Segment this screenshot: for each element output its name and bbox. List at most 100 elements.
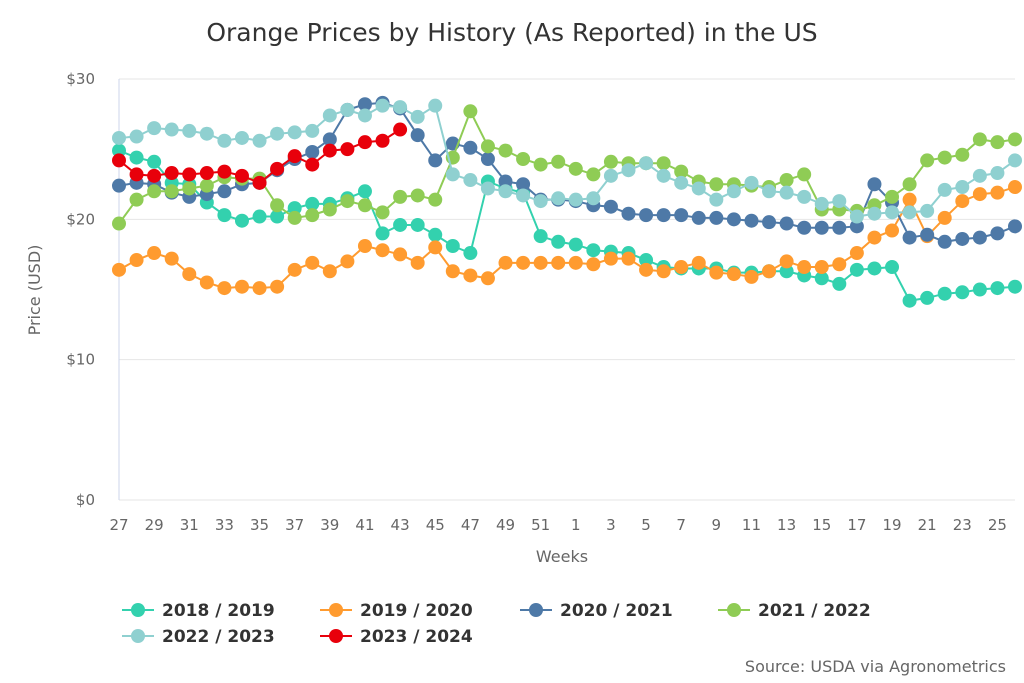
x-tick-label: 15 — [812, 516, 831, 534]
x-axis-ticks: 27 29 31 33 35 37 39 41 43 45 47 49 51 1 3 5 7 9 11 13 15 17 1… — [109, 516, 1007, 534]
source-note: Source: USDA via Agronometrics — [745, 657, 1006, 676]
series-20192020 — [112, 180, 1022, 296]
data-point — [340, 142, 355, 157]
series-20222023 — [112, 98, 1022, 224]
data-point — [551, 191, 566, 206]
data-point — [762, 215, 777, 230]
data-point — [990, 135, 1005, 150]
data-point — [129, 253, 144, 268]
data-point — [814, 260, 829, 275]
legend-label: 2018 / 2019 — [162, 601, 275, 621]
data-point — [164, 251, 179, 266]
data-point — [463, 140, 478, 155]
data-point — [779, 264, 794, 279]
data-point — [972, 282, 987, 297]
x-tick-label: 1 — [571, 516, 581, 534]
legend: 2018 / 2019 2019 / 2020 2020 / 2021 2021 / … — [122, 601, 871, 647]
data-point — [357, 238, 372, 253]
x-tick-label: 27 — [109, 516, 128, 534]
data-point — [393, 217, 408, 232]
x-tick-label: 51 — [531, 516, 550, 534]
data-point — [410, 188, 425, 203]
data-point — [112, 216, 126, 231]
series-20232024 — [112, 122, 408, 190]
data-point — [762, 184, 777, 199]
data-point — [867, 206, 882, 221]
data-point — [445, 238, 460, 253]
series-group — [112, 95, 1022, 308]
legend-label: 2019 / 2020 — [360, 601, 473, 621]
data-point — [357, 97, 372, 112]
data-point — [112, 178, 126, 193]
data-point — [568, 255, 583, 270]
data-point — [744, 175, 759, 190]
data-point — [568, 192, 583, 207]
y-tick-label: $10 — [66, 351, 95, 369]
data-point — [498, 184, 513, 199]
y-tick-label: $0 — [76, 491, 95, 509]
data-point — [147, 184, 162, 199]
data-point — [217, 208, 232, 223]
data-point — [428, 227, 443, 242]
data-point — [709, 265, 724, 280]
data-point — [498, 174, 513, 189]
data-point — [516, 188, 531, 203]
data-point — [270, 209, 285, 224]
data-point — [533, 194, 548, 209]
data-point — [568, 237, 583, 252]
series-20182019 — [112, 143, 1022, 308]
data-point — [586, 167, 601, 182]
data-point — [357, 198, 372, 213]
data-point — [516, 151, 531, 166]
legend-label: 2023 / 2024 — [360, 627, 473, 647]
data-point — [551, 255, 566, 270]
data-point — [182, 167, 197, 182]
data-point — [691, 255, 706, 270]
data-point — [1008, 132, 1022, 147]
data-point — [445, 167, 460, 182]
data-point — [937, 234, 952, 249]
data-point — [937, 150, 952, 165]
data-point — [849, 262, 864, 277]
x-tick-label: 23 — [953, 516, 972, 534]
data-point — [393, 247, 408, 262]
data-point — [797, 189, 812, 204]
data-point — [252, 281, 267, 296]
data-point — [814, 271, 829, 286]
data-point — [199, 166, 214, 181]
data-point — [463, 173, 478, 188]
data-point — [340, 102, 355, 117]
data-point — [129, 167, 144, 182]
data-point — [603, 251, 618, 266]
x-axis-label: Weeks — [536, 547, 588, 566]
data-point — [252, 209, 267, 224]
x-tick-label: 3 — [606, 516, 616, 534]
data-point — [498, 143, 513, 158]
x-tick-label: 31 — [180, 516, 199, 534]
data-point — [656, 156, 671, 171]
x-tick-label: 29 — [145, 516, 164, 534]
legend-marker — [329, 629, 343, 643]
data-point — [322, 143, 337, 158]
legend-item: 2023 / 2024 — [320, 627, 473, 647]
data-point — [498, 255, 513, 270]
x-tick-label: 41 — [355, 516, 374, 534]
data-point — [955, 194, 970, 209]
data-point — [586, 257, 601, 272]
data-point — [920, 227, 935, 242]
data-point — [234, 130, 249, 145]
data-point — [270, 279, 285, 294]
data-point — [516, 177, 531, 192]
data-point — [182, 181, 197, 196]
data-point — [199, 126, 214, 141]
legend-marker — [529, 603, 543, 617]
data-point — [340, 254, 355, 269]
x-tick-label: 49 — [496, 516, 515, 534]
data-point — [902, 293, 917, 308]
data-point — [305, 157, 320, 172]
data-point — [357, 135, 372, 150]
data-point — [779, 185, 794, 200]
data-point — [533, 255, 548, 270]
y-tick-label: $30 — [66, 70, 95, 88]
data-point — [305, 123, 320, 138]
